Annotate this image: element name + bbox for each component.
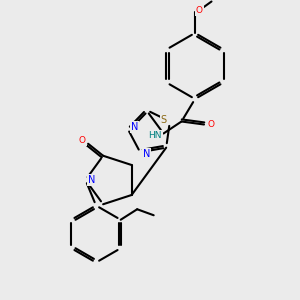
Text: N: N [143, 149, 150, 159]
Text: O: O [196, 6, 203, 15]
Text: N: N [130, 122, 138, 132]
Text: O: O [79, 136, 86, 145]
Text: S: S [161, 115, 167, 125]
Text: N: N [88, 175, 95, 185]
Text: O: O [207, 120, 214, 129]
Text: HN: HN [148, 130, 162, 140]
